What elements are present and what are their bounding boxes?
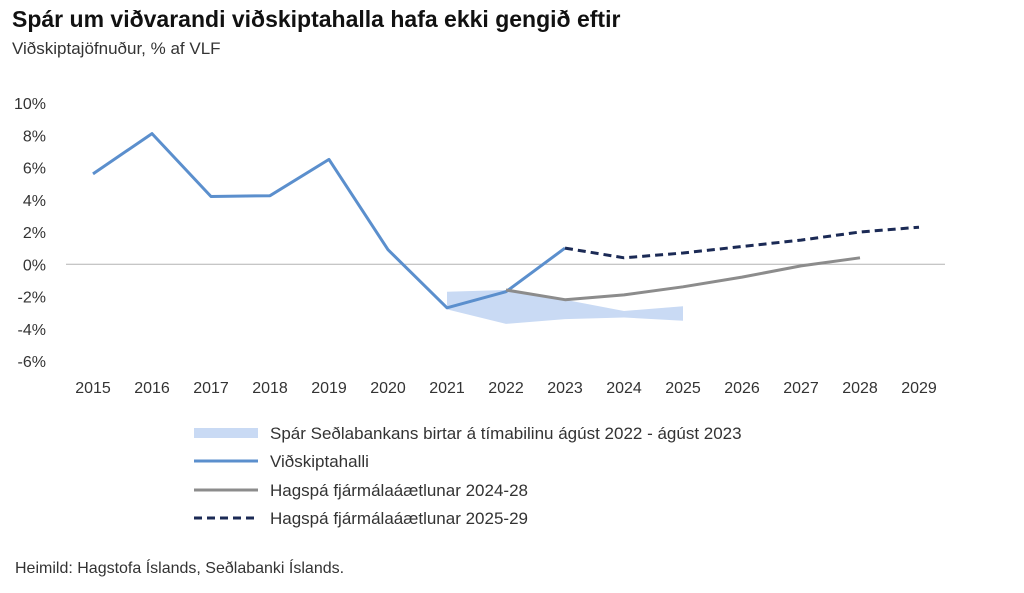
y-tick-label: 8% bbox=[23, 128, 46, 145]
x-tick-label: 2017 bbox=[193, 380, 229, 397]
y-tick-label: 2% bbox=[23, 225, 46, 242]
x-tick-label: 2020 bbox=[370, 380, 406, 397]
y-tick-label: 4% bbox=[23, 193, 46, 210]
forecast-band bbox=[447, 290, 683, 324]
forecast-band-layer bbox=[447, 290, 683, 324]
series-line-vi-skiptahalli bbox=[92, 132, 566, 310]
x-axis-ticks: 2015 2016 2017 2018 2019 2020 2021 2022 2023 2024… bbox=[75, 380, 937, 397]
x-tick-label: 2026 bbox=[724, 380, 760, 397]
y-tick-label: -2% bbox=[18, 290, 46, 307]
y-tick-label: 10% bbox=[14, 96, 46, 113]
series-line-hagspa-fjarmalaa-tlunar-2024-28 bbox=[505, 256, 861, 302]
source-note: Heimild: Hagstofa Íslands, Seðlabanki Ís… bbox=[15, 560, 345, 577]
series-line-hagspa-fjarmalaa-tlunar-2025-29 bbox=[564, 225, 920, 260]
x-tick-label: 2023 bbox=[547, 380, 583, 397]
legend-label-vi-skiptahalli: Viðskiptahalli bbox=[270, 452, 369, 471]
legend-label-hagspa-fjarmalaa-tlunar-2025-29: Hagspá fjármálaáætlunar 2025-29 bbox=[270, 509, 528, 528]
x-tick-label: 2016 bbox=[134, 380, 170, 397]
y-tick-label: 6% bbox=[23, 161, 46, 178]
x-tick-label: 2021 bbox=[429, 380, 465, 397]
x-tick-label: 2027 bbox=[783, 380, 819, 397]
series-layer bbox=[92, 132, 920, 310]
legend: Spár Seðlabankans birtar á tímabilinu ág… bbox=[194, 424, 742, 528]
y-tick-label: 0% bbox=[23, 257, 46, 274]
legend-swatch-band bbox=[194, 428, 258, 438]
chart-title: Spár um viðvarandi viðskiptahalla hafa e… bbox=[12, 6, 621, 32]
y-tick-label: -4% bbox=[18, 322, 46, 339]
x-tick-label: 2019 bbox=[311, 380, 347, 397]
y-axis-ticks: 10% 8% 6% 4% 2% 0% -2% -4% -6% bbox=[14, 96, 46, 371]
x-tick-label: 2028 bbox=[842, 380, 878, 397]
x-tick-label: 2022 bbox=[488, 380, 524, 397]
legend-label-band: Spár Seðlabankans birtar á tímabilinu ág… bbox=[270, 424, 742, 443]
y-tick-label: -6% bbox=[18, 354, 46, 371]
legend-label-hagspa-fjarmalaa-tlunar-2024-28: Hagspá fjármálaáætlunar 2024-28 bbox=[270, 481, 528, 500]
x-tick-label: 2024 bbox=[606, 380, 642, 397]
x-tick-label: 2018 bbox=[252, 380, 288, 397]
x-tick-label: 2025 bbox=[665, 380, 701, 397]
x-tick-label: 2015 bbox=[75, 380, 111, 397]
chart-subtitle: Viðskiptajöfnuður, % af VLF bbox=[12, 39, 221, 58]
x-tick-label: 2029 bbox=[901, 380, 937, 397]
